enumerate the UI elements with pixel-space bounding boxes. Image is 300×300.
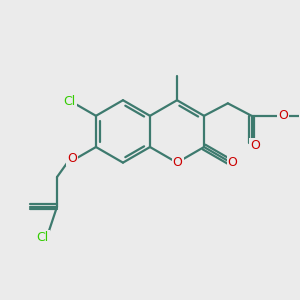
Text: Cl: Cl bbox=[37, 231, 49, 244]
Text: Cl: Cl bbox=[64, 95, 76, 109]
Text: O: O bbox=[173, 156, 183, 169]
Text: O: O bbox=[227, 156, 237, 170]
Text: O: O bbox=[278, 109, 288, 122]
Text: O: O bbox=[250, 139, 260, 152]
Text: O: O bbox=[67, 152, 77, 164]
